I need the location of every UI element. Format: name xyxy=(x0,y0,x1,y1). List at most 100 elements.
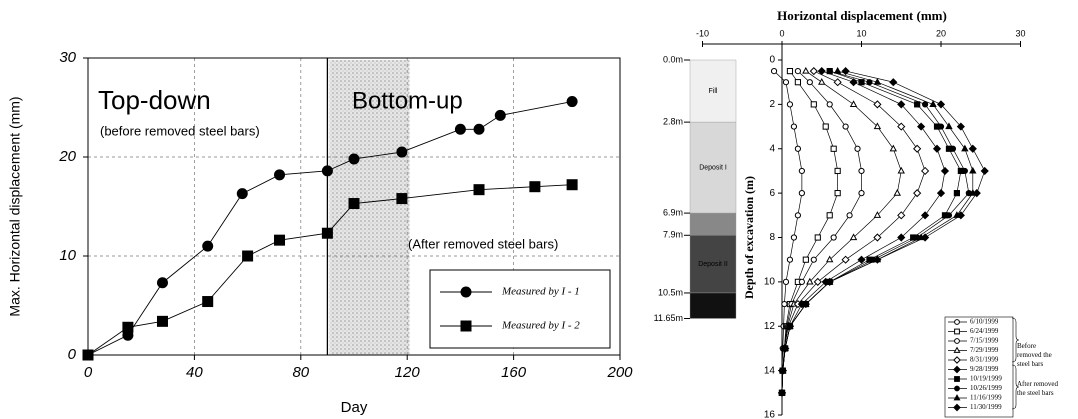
marker xyxy=(348,198,360,210)
x-tick-label: 120 xyxy=(395,364,421,381)
marker xyxy=(798,167,805,175)
marker xyxy=(777,388,787,397)
marker xyxy=(914,101,921,108)
soil-layer-label: Fill xyxy=(709,88,718,95)
y-tick-label: 14 xyxy=(764,365,776,376)
soil-tick-label: 0.0m xyxy=(663,54,683,64)
legend-brace xyxy=(1011,364,1020,410)
marker xyxy=(954,319,960,325)
marker xyxy=(822,123,829,130)
marker xyxy=(396,146,408,158)
marker xyxy=(889,144,898,152)
series-line xyxy=(781,70,970,393)
marker xyxy=(786,67,794,75)
y-tick-label: 2 xyxy=(769,99,775,110)
marker xyxy=(956,211,965,220)
marker xyxy=(858,79,865,86)
marker xyxy=(348,153,360,165)
x-tick-label: 200 xyxy=(606,364,633,381)
soil-tick-label: 7.9m xyxy=(663,230,683,240)
legend-label: 9/28/1999 xyxy=(970,365,999,373)
marker xyxy=(953,190,960,197)
marker xyxy=(826,212,833,219)
marker xyxy=(917,122,926,131)
marker xyxy=(936,100,946,109)
marker xyxy=(321,165,333,177)
marker xyxy=(922,101,929,108)
marker xyxy=(825,255,834,263)
soil-tick-label: 11.65m xyxy=(654,313,683,323)
marker xyxy=(842,123,849,130)
marker xyxy=(473,123,485,135)
marker xyxy=(274,169,286,181)
marker xyxy=(833,66,842,74)
y-tick-label: 0 xyxy=(68,346,77,363)
marker xyxy=(854,145,861,152)
marker xyxy=(321,227,333,239)
marker xyxy=(830,145,837,152)
soil-tick-label: 10.5m xyxy=(658,287,683,297)
y-tick-label: 0 xyxy=(769,55,775,66)
marker xyxy=(841,255,850,264)
marker xyxy=(122,321,134,333)
legend-label: 8/31/1999 xyxy=(970,356,999,364)
marker xyxy=(849,100,858,107)
x-tick-label: 80 xyxy=(292,364,309,381)
marker xyxy=(937,123,945,130)
soil-layer xyxy=(689,235,737,294)
y-tick-label: 4 xyxy=(769,143,775,154)
y-tick-label: 12 xyxy=(764,321,776,332)
marker xyxy=(156,315,168,327)
marker xyxy=(770,67,778,75)
marker xyxy=(846,212,853,219)
legend-label: 6/24/1999 xyxy=(970,327,999,335)
x-tick-label: 10 xyxy=(856,28,866,38)
annotation: (before removed steel bars) xyxy=(100,123,260,138)
marker xyxy=(202,296,214,308)
marker xyxy=(913,144,922,153)
annotation: (After removed steel bars) xyxy=(408,236,558,251)
legend-label: Measured by I - 1 xyxy=(501,286,580,298)
soil-layer xyxy=(689,292,737,319)
marker xyxy=(953,403,961,412)
series-line xyxy=(781,70,986,393)
marker xyxy=(810,256,817,263)
marker xyxy=(921,233,930,242)
marker xyxy=(830,234,837,241)
marker xyxy=(806,277,814,285)
marker xyxy=(826,67,833,75)
marker xyxy=(940,166,950,176)
marker xyxy=(921,211,930,220)
marker xyxy=(786,101,794,108)
marker xyxy=(473,184,485,196)
marker xyxy=(798,278,805,285)
marker xyxy=(801,299,810,309)
x-tick-label: 160 xyxy=(501,364,527,381)
marker xyxy=(889,78,898,87)
marker xyxy=(529,181,541,193)
marker xyxy=(953,356,961,364)
marker xyxy=(242,250,254,262)
marker xyxy=(454,123,466,135)
legend-label: 11/16/1999 xyxy=(970,394,1002,402)
marker xyxy=(953,394,961,401)
legend-label: 10/19/1999 xyxy=(970,375,1002,383)
marker xyxy=(897,122,906,131)
legend-group-text: After removed the steel bars xyxy=(1017,380,1059,397)
marker xyxy=(954,376,960,382)
marker xyxy=(945,212,953,219)
marker xyxy=(897,233,906,242)
marker xyxy=(897,211,906,220)
marker xyxy=(794,212,802,219)
marker xyxy=(778,366,787,375)
y-tick-label: 16 xyxy=(764,410,776,419)
marker xyxy=(274,234,286,246)
marker xyxy=(826,101,833,108)
shaded-region xyxy=(329,60,410,355)
marker xyxy=(849,233,858,241)
marker xyxy=(969,166,977,174)
x-tick-label: 0 xyxy=(84,364,93,381)
legend-label: 7/29/1999 xyxy=(970,346,999,354)
marker xyxy=(786,256,794,263)
marker xyxy=(841,67,850,76)
